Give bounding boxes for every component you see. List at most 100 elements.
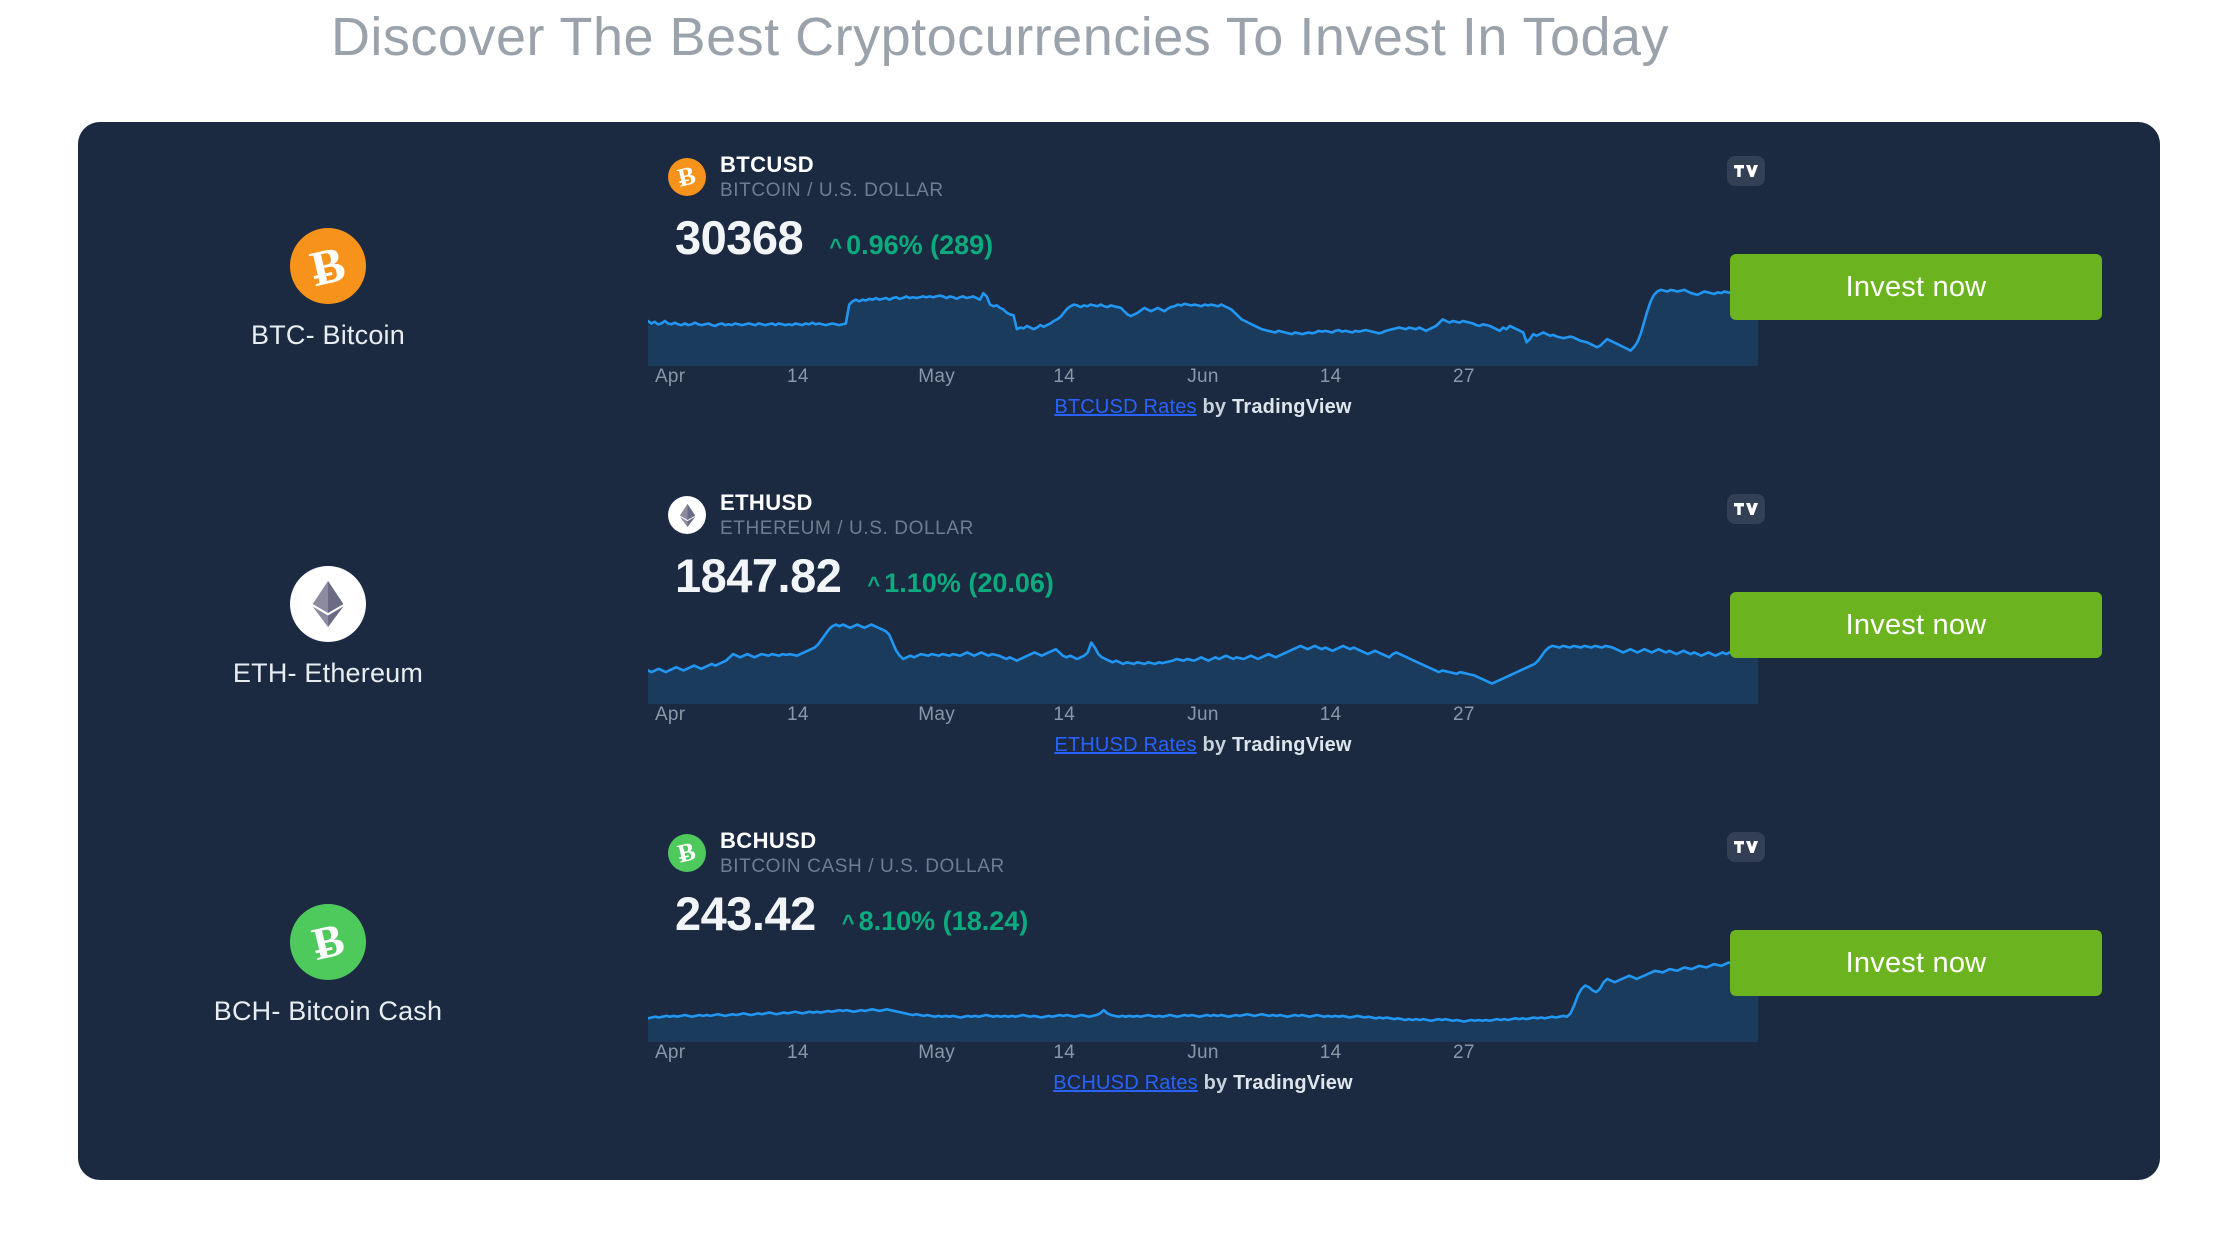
axis-tick-label: Jun [1187,704,1219,725]
axis-tick-label: Jun [1187,366,1219,387]
price-row: 30368 ^ 0.96% (289) [675,210,993,265]
axis-tick-label: 14 [1053,704,1076,725]
asset-identity: Ƀ BCH- Bitcoin Cash [108,904,548,1027]
axis-tick-label: 14 [786,366,809,387]
axis-tick-label: May [918,1042,955,1063]
axis-tick-label: 14 [1319,704,1342,725]
axis-tick-label: 27 [1452,366,1475,387]
rates-link[interactable]: BCHUSD Rates [1053,1072,1198,1094]
widget-header: ETHUSD ETHEREUM / U.S. DOLLAR [668,490,974,540]
coin-symbol-glyph: Ƀ [307,913,349,970]
asset-name-label: BCH- Bitcoin Cash [213,996,443,1026]
axis-tick-label: 14 [786,1042,809,1063]
ethereum-icon-small [668,496,706,534]
bitcoin-icon-small: Ƀ [668,158,706,196]
crypto-row: ETH- Ethereum ETHUSD ETHEREUM / U.S. DOLLA… [78,470,2160,806]
crypto-row: Ƀ BCH- Bitcoin Cash Ƀ BCHUSD BITCOIN CASH / … [78,808,2160,1144]
price-chart [648,274,1758,366]
axis-tick-label: Jun [1187,1042,1219,1063]
price-value: 1847.82 [675,549,842,602]
ethereum-diamond-icon [312,581,344,627]
tradingview-logo-icon [1734,503,1758,515]
widget-header: Ƀ BCHUSD BITCOIN CASH / U.S. DOLLAR [668,828,1005,878]
rates-link[interactable]: ETHUSD Rates [1054,734,1197,756]
price-chart-svg [648,288,1758,366]
crypto-rows: Ƀ BTC- Bitcoin Ƀ BTCUSD BITCOIN / U.S. DOLLA… [78,122,2160,1180]
price-change: ^ 0.96% (289) [829,230,994,260]
widget-header: Ƀ BTCUSD BITCOIN / U.S. DOLLAR [668,152,944,202]
price-chart [648,612,1758,704]
asset-name-label: ETH- Ethereum [232,658,424,688]
axis-tick-label: 14 [1319,1042,1342,1063]
tradingview-credit: BTCUSD Rates by TradingView [623,396,1783,419]
rates-link[interactable]: BTCUSD Rates [1054,396,1197,418]
tradingview-mini-widget[interactable]: Ƀ BTCUSD BITCOIN / U.S. DOLLAR 30368 ^ 0.96% … [623,144,1783,456]
price-row: 243.42 ^ 8.10% (18.24) [675,886,1028,941]
ticker-symbol: BCHUSD [720,828,817,853]
chart-x-axis: Apr 14 May 14 Jun 14 27 [648,1042,1758,1068]
tradingview-logo-icon [1734,841,1758,853]
axis-tick-label: May [918,704,955,725]
bitcoin-cash-icon: Ƀ [290,904,366,980]
crypto-row: Ƀ BTC- Bitcoin Ƀ BTCUSD BITCOIN / U.S. DOLLA… [78,132,2160,468]
axis-tick-label: Apr [654,704,686,725]
axis-tick-label: 14 [786,704,809,725]
price-chart [648,950,1758,1042]
ticker-symbol: ETHUSD [720,490,813,515]
credit-by-text: by [1202,396,1227,418]
ticker-symbol: BTCUSD [720,152,815,177]
tradingview-badge[interactable] [1727,156,1765,186]
axis-tick-label: Apr [654,366,686,387]
axis-tick-label: 27 [1452,704,1475,725]
axis-tick-label: May [918,366,955,387]
asset-identity: Ƀ BTC- Bitcoin [108,228,548,351]
widget-titles: ETHUSD ETHEREUM / U.S. DOLLAR [720,490,974,540]
change-up-caret-icon: ^ [841,910,855,935]
coin-symbol-glyph: Ƀ [305,234,351,298]
credit-provider-name: TradingView [1233,1072,1353,1094]
tradingview-credit: BCHUSD Rates by TradingView [623,1072,1783,1095]
credit-provider-name: TradingView [1232,396,1352,418]
axis-tick-label: 14 [1319,366,1342,387]
crypto-list-card: Ƀ BTC- Bitcoin Ƀ BTCUSD BITCOIN / U.S. DOLLA… [78,122,2160,1180]
ticker-description: BITCOIN CASH / U.S. DOLLAR [720,855,1005,877]
page-title: Discover The Best Cryptocurrencies To In… [330,7,1670,67]
invest-now-button[interactable]: Invest now [1730,592,2102,658]
tradingview-mini-widget[interactable]: Ƀ BCHUSD BITCOIN CASH / U.S. DOLLAR 243.42 ^… [623,820,1783,1132]
widget-titles: BTCUSD BITCOIN / U.S. DOLLAR [720,152,944,202]
price-chart-svg [648,957,1758,1042]
axis-tick-label: Apr [654,1042,686,1063]
tradingview-mini-widget[interactable]: ETHUSD ETHEREUM / U.S. DOLLAR 1847.82 ^ 1.10… [623,482,1783,794]
axis-tick-label: 14 [1053,366,1076,387]
ticker-description: ETHEREUM / U.S. DOLLAR [720,517,974,539]
tradingview-credit: ETHUSD Rates by TradingView [623,734,1783,757]
price-change: ^ 1.10% (20.06) [867,568,1054,598]
invest-now-button[interactable]: Invest now [1730,930,2102,996]
price-value: 243.42 [675,887,816,940]
axis-tick-label: 27 [1452,1042,1475,1063]
price-row: 1847.82 ^ 1.10% (20.06) [675,548,1054,603]
tradingview-badge[interactable] [1727,494,1765,524]
ticker-description: BITCOIN / U.S. DOLLAR [720,179,944,201]
coin-symbol-glyph: Ƀ [675,836,699,869]
tradingview-logo-icon [1734,165,1758,177]
tradingview-badge[interactable] [1727,832,1765,862]
credit-by-text: by [1202,734,1227,756]
credit-provider-name: TradingView [1232,734,1352,756]
chart-x-axis: Apr 14 May 14 Jun 14 27 [648,366,1758,392]
change-up-caret-icon: ^ [829,234,843,259]
ethereum-icon [290,566,366,642]
change-up-caret-icon: ^ [867,572,881,597]
widget-titles: BCHUSD BITCOIN CASH / U.S. DOLLAR [720,828,1005,878]
credit-by-text: by [1203,1072,1228,1094]
price-value: 30368 [675,211,804,264]
price-chart-svg [648,623,1758,704]
axis-tick-label: 14 [1053,1042,1076,1063]
bitcoin-icon: Ƀ [290,228,366,304]
asset-name-label: BTC- Bitcoin [251,320,405,350]
chart-x-axis: Apr 14 May 14 Jun 14 27 [648,704,1758,730]
invest-now-button[interactable]: Invest now [1730,254,2102,320]
bitcoin-cash-icon-small: Ƀ [668,834,706,872]
coin-symbol-glyph: Ƀ [675,160,699,193]
